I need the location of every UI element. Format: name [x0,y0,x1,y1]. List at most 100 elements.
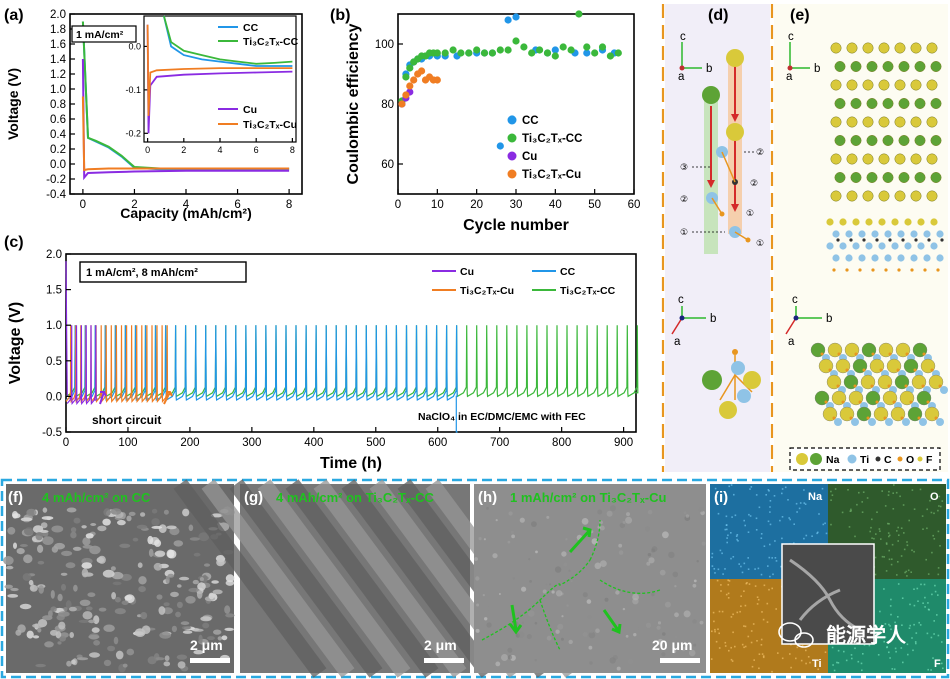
i-eds-dot [779,519,781,522]
i-eds-dot [726,528,728,531]
i-eds-dot [714,487,717,490]
h-speckle [647,509,653,515]
f-grain [176,601,183,609]
a-ytick-label: -0.4 [46,189,66,201]
f-grain [60,572,68,576]
f-grain [170,591,179,598]
i-eds-dot [781,657,784,660]
e-na-atom [846,42,858,54]
panel-h-image [474,484,706,673]
b-ytick-label: 100 [375,39,394,51]
f-grain [120,573,132,581]
i-eds-dot [728,580,731,582]
i-eds-dot [774,557,777,559]
f-grain [117,519,126,526]
h-speckle [587,614,592,620]
h-speckle [659,569,666,576]
e-na-atom [926,116,938,128]
h-speckle [600,560,607,567]
f-grain [176,654,188,660]
i-eds-dot [805,534,808,537]
i-eds-dot [831,494,834,496]
i-eds-dot [756,640,758,642]
eds-f-label: F [934,658,941,670]
i-eds-dot [896,530,898,532]
i-eds-dot [756,603,759,605]
f-grain [103,508,111,517]
h-speckle [529,580,532,583]
e-na-atom [910,190,922,202]
f-grain [73,584,78,592]
f-grain [98,607,107,612]
i-eds-dot [766,621,769,623]
e-top-o [913,368,917,372]
h-speckle [657,621,662,625]
i-eds-dot [887,494,890,496]
h-speckle [498,593,501,595]
g-fiber-stripe [341,479,495,678]
i-eds-dot [758,667,760,670]
i-eds-dot [861,669,863,672]
panel-e: (e) c a b c b a Na Ti C [774,4,948,472]
e-slab-atom [845,254,853,262]
e-top-o [930,368,934,372]
i-eds-dot [933,620,935,622]
short-circuit-annotation: short circuit [92,413,161,427]
a-inset-ytick-label: -0.1 [125,85,141,95]
i-eds-dot [883,588,885,590]
i-eds-dot [900,555,903,557]
b-point [606,52,615,60]
h-speckle [492,553,498,559]
i-eds-dot [717,512,720,515]
i-eds-dot [900,647,903,649]
f-grain [158,606,166,615]
f-grain [22,573,32,581]
i-eds-dot [804,503,807,505]
e-na-atom [878,190,890,202]
i-eds-dot [869,530,871,533]
b-legend-label: Ti₃C₂Tₓ-Cu [522,169,581,181]
i-eds-dot [724,528,727,531]
i-eds-dot [805,649,807,652]
panel-b-xlabel: Cycle number [463,217,569,234]
e-c-atom [836,238,840,242]
g-fiber-stripe [173,479,327,678]
h-speckle [582,592,588,598]
h-speckle [586,599,592,604]
i-eds-dot [803,537,805,540]
i-eds-dot [861,501,863,503]
i-eds-dot [747,531,750,533]
h-speckle [555,629,560,634]
i-eds-dot [936,614,938,616]
e-na-atom [926,42,938,54]
i-eds-dot [760,573,763,576]
f-grain [162,607,173,615]
h-speckle [566,604,569,607]
i-eds-dot [925,558,927,561]
e-na-atom [830,153,842,165]
svg-text:Na: Na [826,454,840,466]
panel-d-axes-bottom: c b a [671,294,716,348]
i-eds-dot [888,535,890,538]
i-eds-dot [937,509,939,512]
i-eds-dot [879,610,881,613]
b-point [418,67,426,75]
h-speckle [668,551,675,559]
panel-b-legend: CC Ti₃C₂Tₓ-CC Cu Ti₃C₂Tₓ-Cu [507,115,582,181]
i-eds-dot [755,517,758,520]
i-eds-dot [881,555,884,558]
f-grain [140,512,146,517]
e-slab-atom [845,230,853,238]
i-eds-dot [739,610,741,613]
f-grain [138,576,147,585]
i-eds-dot [745,582,748,585]
e-slab-atom [871,230,879,238]
i-eds-dot [914,641,917,643]
h-speckle [604,597,609,602]
i-eds-dot [909,624,911,627]
e-na-atom [878,42,890,54]
i-eds-dot [891,543,894,546]
f-grain [148,548,154,558]
panel-i: (i) Na O Ti F 能源学人 [710,484,946,673]
i-eds-dot [927,573,930,575]
